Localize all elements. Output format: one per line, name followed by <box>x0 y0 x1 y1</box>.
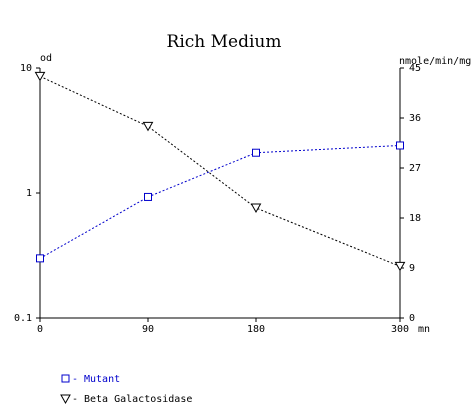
legend-item-beta-galactosidase: - Beta Galactosidase <box>60 394 192 405</box>
axes <box>39 68 401 319</box>
data-point-beta-galactosidase <box>250 203 262 214</box>
right-tick-label: 36 <box>409 113 421 124</box>
x-axis-unit: mn <box>418 324 430 335</box>
right-tick-label: 18 <box>409 213 421 224</box>
data-point-beta-galactosidase <box>34 71 46 82</box>
right-tick-label: 45 <box>409 63 421 74</box>
legend-label-mutant: Mutant <box>84 374 120 385</box>
x-tick-label: 0 <box>37 324 43 335</box>
data-point-mutant <box>396 141 404 150</box>
left-tick-label: 10 <box>20 63 32 74</box>
data-point-beta-galactosidase <box>394 261 406 272</box>
left-tick-label: 0.1 <box>14 313 32 324</box>
left-tick-label: 1 <box>26 188 32 199</box>
right-tick-label: 9 <box>409 263 415 274</box>
x-tick-label: 300 <box>391 324 409 335</box>
data-point-mutant <box>144 192 152 201</box>
x-tick-label: 90 <box>142 324 154 335</box>
data-point-mutant <box>252 148 260 157</box>
series-markers <box>34 71 406 272</box>
legend-item-mutant: - Mutant <box>61 374 120 385</box>
series-lines <box>39 75 401 267</box>
left-axis-label: od <box>40 53 52 64</box>
data-point-beta-galactosidase <box>142 121 154 132</box>
right-axis-label: nmole/min/mg <box>399 56 471 67</box>
series-line-mutant <box>39 144 401 259</box>
chart-title: Rich Medium <box>167 32 282 52</box>
legend-label-beta-galactosidase: Beta Galactosidase <box>84 394 192 405</box>
legend: - Mutant - Beta Galactosidase <box>60 374 192 405</box>
legend-triangle-marker-icon <box>60 394 71 405</box>
series-line-beta-galactosidase <box>39 75 401 267</box>
right-tick-label: 0 <box>409 313 415 324</box>
data-point-mutant <box>36 254 44 263</box>
legend-dash: - <box>72 394 78 405</box>
legend-dash: - <box>72 374 78 385</box>
x-tick-label: 180 <box>247 324 265 335</box>
right-tick-label: 27 <box>409 163 421 174</box>
legend-square-marker-icon <box>61 374 70 383</box>
